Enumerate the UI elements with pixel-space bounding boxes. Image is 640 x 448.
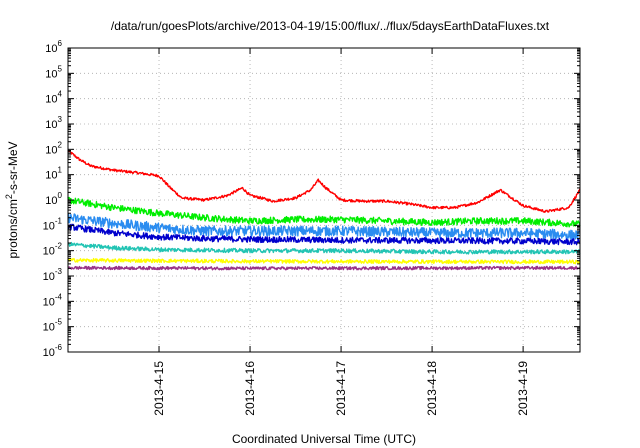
y-tick-label: 102 [45,140,62,156]
y-tick-label: 103 [45,115,62,131]
y-axis-label: protons/cm2-s-sr-MeV [4,141,20,258]
y-tick-base: 10 [45,94,57,106]
y-tick-exponent: -1 [55,216,63,225]
x-tick-label: 2013-4-19 [516,361,530,416]
x-tick-labels: 2013-4-15 2013-4-16 2013-4-17 2013-4-18 2013… [152,361,530,416]
y-tick-base: 10 [45,195,57,207]
series-line-2 [67,196,581,228]
y-tick-exponent: 3 [58,115,63,124]
y-axis-label-post: -s-sr-MeV [6,141,20,194]
y-tick-base: 10 [43,220,55,232]
x-tick-label: 2013-4-18 [425,361,439,416]
y-tick-base: 10 [45,119,57,131]
y-tick-base: 10 [45,144,57,156]
y-tick-exponent: -5 [55,318,63,327]
y-tick-label: 104 [45,90,62,106]
y-tick-labels: 10-610-510-410-310-210-11001011021031041… [43,39,63,359]
y-tick-base: 10 [43,347,55,359]
series-line-6 [67,257,581,265]
y-tick-label: 105 [45,64,62,80]
y-tick-base: 10 [43,296,55,308]
series-line-1 [67,149,581,213]
y-tick-exponent: -3 [55,267,63,276]
y-tick-exponent: 4 [58,90,63,99]
y-tick-exponent: 6 [58,39,63,48]
y-axis-label-sup: 2 [4,194,14,199]
y-tick-base: 10 [43,271,55,283]
series-line-3 [67,213,581,241]
y-tick-label: 106 [45,39,62,55]
y-tick-label: 100 [45,191,62,207]
y-tick-label: 10-4 [43,292,63,308]
y-tick-label: 101 [45,166,62,182]
chart-title: /data/run/goesPlots/archive/2013-04-19/1… [111,19,550,33]
y-tick-exponent: 1 [58,166,63,175]
y-tick-exponent: -4 [55,292,63,301]
y-tick-base: 10 [45,43,57,55]
y-tick-exponent: 0 [58,191,63,200]
y-tick-exponent: -2 [55,242,63,251]
y-axis-label-pre: protons/cm [6,199,20,258]
y-tick-label: 10-3 [43,267,63,283]
axes [67,47,581,353]
x-tick-label: 2013-4-15 [152,361,166,416]
y-tick-base: 10 [43,322,55,334]
x-tick-label: 2013-4-17 [334,361,348,416]
y-tick-label: 10-5 [43,318,63,334]
x-tick-label: 2013-4-16 [243,361,257,416]
y-tick-label: 10-2 [43,242,63,258]
y-tick-exponent: -6 [55,343,63,352]
y-tick-label: 10-6 [43,343,63,359]
series-line-7 [67,265,581,271]
y-tick-exponent: 5 [58,64,63,73]
series-layer [67,149,581,271]
y-tick-base: 10 [45,68,57,80]
x-axis-label: Coordinated Universal Time (UTC) [232,432,416,446]
y-tick-base: 10 [45,170,57,182]
y-tick-exponent: 2 [58,140,63,149]
series-line-5 [67,241,581,255]
y-tick-label: 10-1 [43,216,63,232]
series-line-4 [67,223,581,246]
y-tick-base: 10 [43,246,55,258]
